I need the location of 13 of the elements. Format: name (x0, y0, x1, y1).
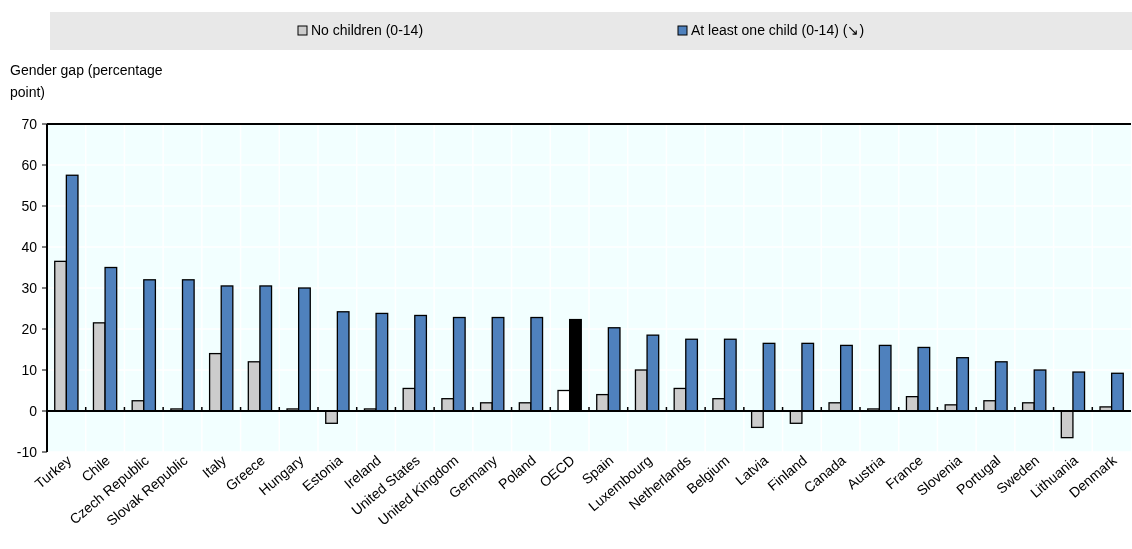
y-tick-label: 30 (21, 279, 38, 296)
y-tick-label: 20 (21, 320, 38, 337)
y-tick-label: 40 (21, 238, 38, 255)
x-tick-label: Italy (199, 452, 230, 481)
y-tick-label: 70 (21, 115, 38, 132)
y-tick-label: 60 (21, 156, 38, 173)
legend-label: At least one child (0-14) (↘) (691, 22, 865, 38)
legend-label: No children (0-14) (311, 22, 424, 38)
y-tick-label: 50 (21, 197, 38, 214)
y-axis-title: Gender gap (percentage point) (10, 62, 163, 100)
y-tick-label: -10 (16, 443, 38, 460)
y-tick-label: 0 (29, 402, 38, 419)
y-tick-label: 10 (21, 361, 38, 378)
